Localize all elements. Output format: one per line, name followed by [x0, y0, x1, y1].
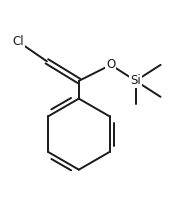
Text: Cl: Cl [13, 35, 24, 48]
Text: Si: Si [130, 74, 141, 87]
Text: O: O [106, 58, 115, 71]
